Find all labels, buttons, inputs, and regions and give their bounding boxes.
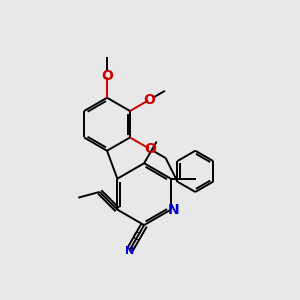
Text: C: C — [132, 232, 140, 242]
Text: O: O — [101, 69, 113, 83]
Text: O: O — [144, 93, 155, 107]
Text: N: N — [167, 202, 179, 217]
Text: N: N — [125, 246, 134, 256]
Text: O: O — [144, 142, 156, 155]
